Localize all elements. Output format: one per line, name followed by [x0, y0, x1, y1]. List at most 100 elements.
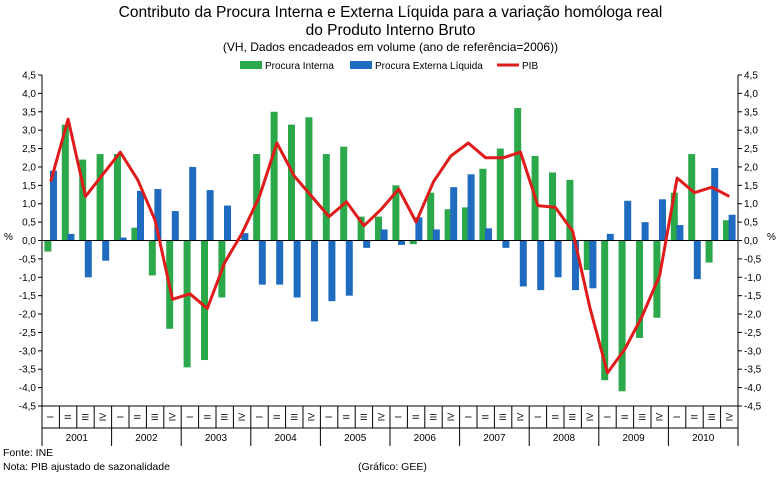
bar-procura-externa — [624, 200, 632, 241]
y-tick-label-left: 4,0 — [22, 89, 36, 100]
x-quarter-label: I — [533, 416, 543, 419]
bar-procura-externa — [554, 240, 562, 278]
bar-procura-externa — [572, 240, 579, 291]
y-tick-label-right: -3,5 — [744, 365, 762, 376]
bar-procura-interna — [375, 216, 382, 241]
y-tick-label-right: 2,5 — [744, 144, 758, 155]
bar-procura-externa — [432, 229, 440, 241]
bar-procura-externa — [450, 187, 458, 241]
x-year-label: 2010 — [692, 433, 715, 444]
y-tick-label-left: -4,0 — [19, 383, 37, 394]
chart-title-line2: do Produto Interno Bruto — [305, 22, 476, 39]
bar-procura-interna — [670, 192, 678, 241]
legend-label-2: PIB — [522, 61, 538, 72]
bar-procura-externa — [415, 217, 423, 241]
bar-procura-externa — [67, 233, 75, 241]
bar-procura-externa — [711, 168, 719, 241]
chart-subtitle: (VH, Dados encadeados em volume (ano de … — [222, 40, 559, 54]
y-tick-label-left: 3,5 — [22, 107, 36, 118]
bar-procura-externa — [363, 240, 371, 248]
bar-procura-interna — [618, 240, 626, 392]
x-quarter-label: I — [185, 416, 195, 419]
x-quarter-label: III — [81, 413, 91, 421]
bar-procura-interna — [340, 146, 348, 241]
x-quarter-label: I — [672, 416, 682, 419]
y-tick-label-left: 2,5 — [22, 144, 36, 155]
x-quarter-label: I — [463, 416, 473, 419]
bar-procura-interna — [514, 108, 522, 241]
bar-procura-externa — [328, 240, 336, 302]
bar-procura-interna — [183, 240, 191, 368]
y-tick-label-left: -0,5 — [19, 254, 37, 265]
y-tick-label-left: 0,0 — [22, 236, 36, 247]
x-year-label: 2005 — [344, 433, 367, 444]
bar-procura-externa — [276, 240, 284, 285]
bar-procura-interna — [96, 154, 104, 241]
x-quarter-label: I — [46, 416, 56, 419]
bar-procura-externa — [189, 166, 197, 241]
x-quarter-label: IV — [237, 413, 247, 422]
bar-procura-externa — [102, 240, 110, 261]
bar-procura-interna — [253, 154, 261, 241]
x-year-label: 2002 — [135, 433, 158, 444]
x-quarter-label: IV — [168, 413, 178, 422]
bar-procura-externa — [606, 233, 614, 241]
y-tick-label-left: -2,5 — [19, 328, 37, 339]
y-tick-label-right: -4,0 — [744, 383, 762, 394]
bar-procura-externa — [467, 174, 475, 241]
bar-procura-interna — [357, 216, 365, 241]
bar-procura-interna — [270, 111, 278, 241]
x-quarter-label: IV — [446, 413, 456, 422]
y-tick-label-left: 1,0 — [22, 199, 36, 210]
y-tick-label-left: -1,0 — [19, 273, 37, 284]
x-quarter-label: II — [481, 414, 491, 419]
bar-procura-externa — [537, 240, 545, 291]
bar-procura-interna — [61, 124, 69, 241]
x-quarter-label: II — [63, 414, 73, 419]
x-quarter-label: IV — [585, 413, 595, 422]
bar-procura-externa — [119, 237, 127, 241]
y-tick-label-right: -3,0 — [744, 346, 762, 357]
x-quarter-label: III — [498, 413, 508, 421]
bar-procura-externa — [398, 240, 405, 245]
bar-procura-interna — [148, 240, 156, 276]
x-year-label: 2006 — [414, 433, 437, 444]
x-quarter-label: IV — [307, 413, 317, 422]
bar-procura-interna — [392, 185, 400, 241]
bar-procura-externa — [485, 228, 492, 241]
x-quarter-label: IV — [98, 413, 108, 422]
chart-credit: (Gráfico: GEE) — [358, 461, 427, 473]
bar-procura-interna — [496, 148, 504, 241]
x-quarter-label: II — [133, 414, 143, 419]
y-tick-label-right: 4,0 — [744, 89, 758, 100]
y-tick-label-left: 3,0 — [22, 126, 36, 137]
x-year-label: 2008 — [553, 433, 576, 444]
x-quarter-label: I — [603, 416, 613, 419]
bar-procura-externa — [293, 240, 301, 298]
bar-procura-interna — [409, 240, 417, 245]
y-tick-label-right: 0,5 — [744, 218, 758, 229]
y-tick-label-right: -1,0 — [744, 273, 762, 284]
x-quarter-label: I — [115, 416, 125, 419]
y-tick-label-left: 2,0 — [22, 162, 36, 173]
bar-procura-interna — [566, 179, 574, 241]
bar-procura-interna — [79, 159, 87, 241]
bar-procura-interna — [114, 154, 121, 241]
bar-procura-interna — [583, 240, 591, 270]
bar-procura-interna — [427, 192, 435, 241]
bar-procura-externa — [50, 170, 57, 241]
bar-procura-externa — [728, 214, 736, 241]
x-quarter-label: I — [394, 416, 404, 419]
legend-swatch-0 — [240, 61, 262, 69]
y-tick-label-right: -1,5 — [744, 291, 762, 302]
y-tick-label-left: -3,5 — [19, 365, 37, 376]
x-quarter-label: IV — [376, 413, 386, 422]
bar-procura-interna — [462, 207, 469, 241]
y-tick-label-right: 3,5 — [744, 107, 758, 118]
y-tick-label-right: 3,0 — [744, 126, 758, 137]
bar-procura-externa — [519, 240, 527, 287]
y-tick-label-left: 0,5 — [22, 218, 36, 229]
y-tick-label-left: 4,5 — [22, 71, 36, 82]
bar-procura-interna — [201, 240, 208, 361]
bar-procura-interna — [636, 240, 643, 338]
